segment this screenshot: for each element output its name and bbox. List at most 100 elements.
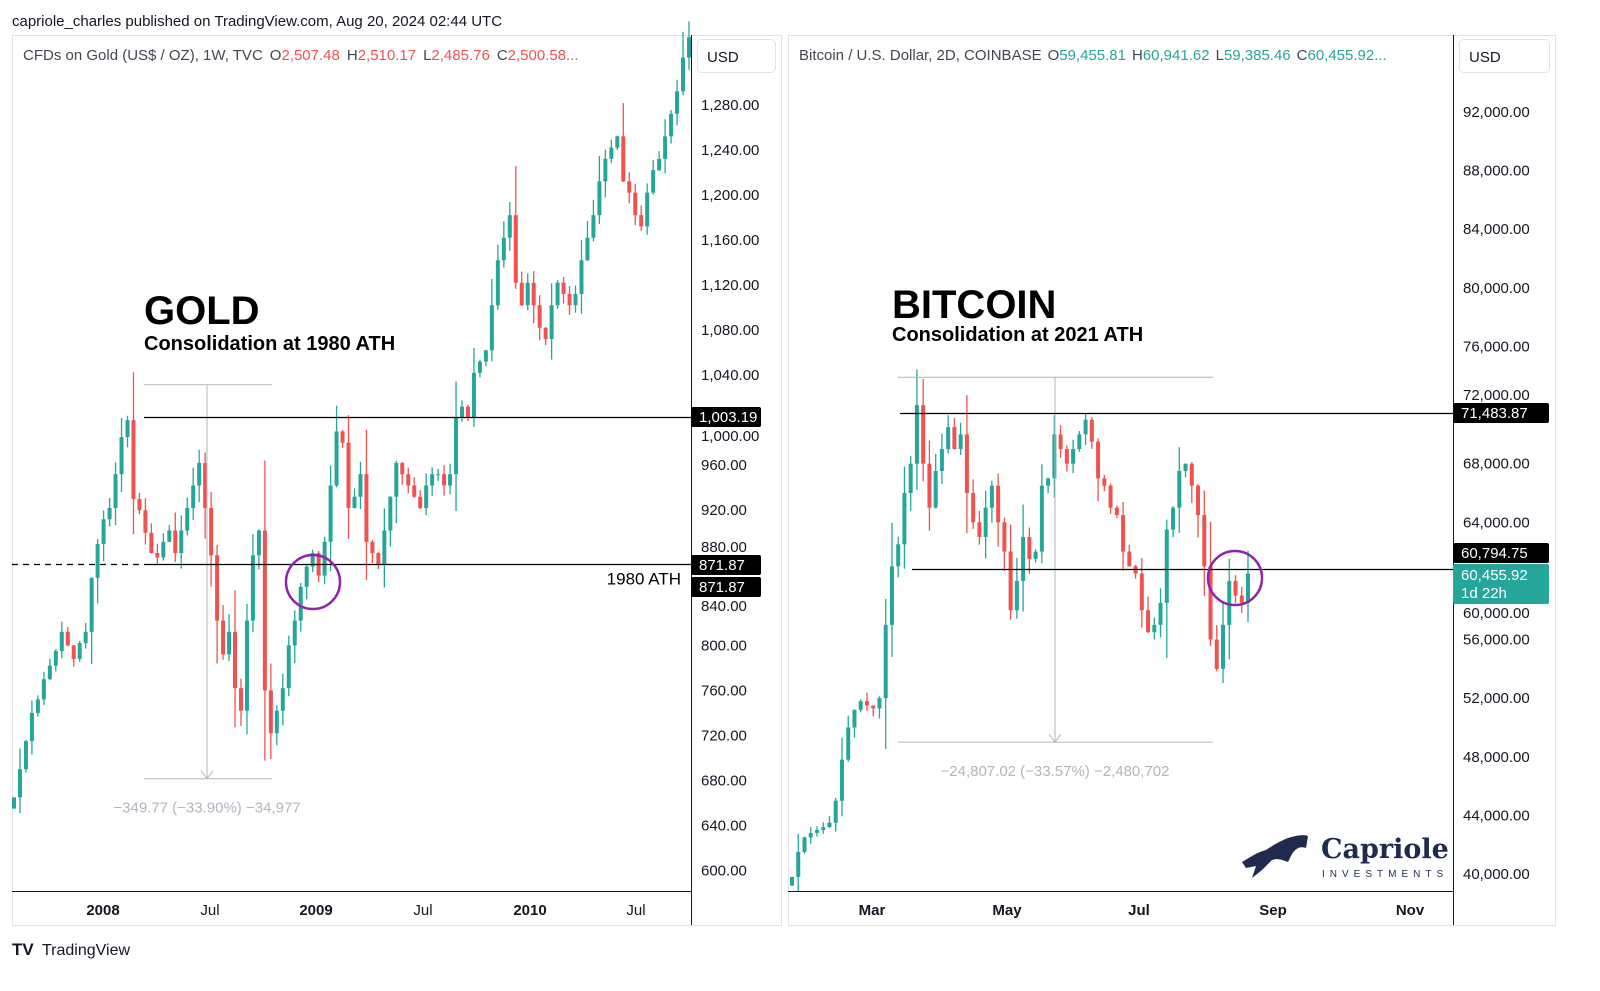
candle [412, 477, 417, 498]
svg-text:871.87: 871.87 [699, 579, 745, 596]
candle [555, 280, 560, 309]
candle [615, 135, 620, 150]
candle [1227, 558, 1232, 660]
svg-text:TradingView: TradingView [42, 942, 130, 959]
gold-subtitle: Consolidation at 1980 ATH [144, 333, 395, 355]
gold-price-axis[interactable]: 600.00 640.00 680.00 720.00 760.00 800.00 840.… [701, 97, 759, 880]
price-tick-label: 1,080.00 [701, 322, 759, 339]
candle [621, 103, 626, 182]
candle [633, 183, 638, 226]
gold-time-axis[interactable]: 2008 Jul 2009 Jul 2010 Jul [86, 902, 645, 919]
gold-chart-panel[interactable]: 600.00 640.00 680.00 720.00 760.00 800.00 840.… [12, 21, 782, 926]
svg-text:60,455.92: 60,455.92 [1461, 567, 1528, 584]
candle [12, 797, 16, 809]
svg-text:71,483.87: 71,483.87 [1461, 405, 1528, 422]
candle [442, 465, 447, 496]
arrow-down-icon [1048, 733, 1062, 743]
svg-text:INVESTMENTS: INVESTMENTS [1322, 869, 1448, 880]
candle [591, 199, 596, 242]
candle [1246, 550, 1250, 622]
candle [1208, 521, 1213, 646]
price-tick-label: 1,040.00 [701, 367, 759, 384]
candle [221, 605, 226, 660]
candle [790, 876, 794, 886]
candle [346, 415, 351, 539]
candle [964, 395, 969, 534]
horizontal-line[interactable]: 871.87 871.87 1980 ATH [12, 555, 761, 597]
candle [209, 492, 214, 587]
candle [651, 159, 656, 195]
candle [274, 705, 279, 746]
tradingview-logo-icon: TV [12, 940, 34, 959]
candle [1021, 504, 1026, 612]
candle [203, 452, 208, 539]
candle [191, 467, 196, 520]
candle [971, 479, 976, 529]
bitcoin-currency-button[interactable]: USD [1459, 39, 1550, 73]
candle [939, 433, 944, 484]
price-tick-label: 84,000.00 [1463, 221, 1530, 238]
candle [35, 695, 40, 717]
candle [149, 523, 154, 554]
horizontal-line[interactable]: 60,794.75 [912, 543, 1549, 571]
price-tick-label: 92,000.00 [1463, 104, 1530, 121]
measure-tool[interactable]: −24,807.02 (−33.57%) −2,480,702 [898, 376, 1213, 780]
candle [483, 349, 488, 367]
candle [23, 739, 28, 773]
candle [996, 473, 1001, 547]
candle [877, 696, 882, 719]
candle [376, 552, 381, 569]
candle [645, 183, 650, 235]
candle [364, 429, 369, 580]
price-tick-label: 68,000.00 [1463, 456, 1530, 473]
candle [471, 347, 476, 428]
price-tick-label: 720.00 [701, 727, 747, 744]
candle [839, 737, 844, 817]
candle [388, 496, 393, 547]
candle [1033, 549, 1038, 563]
time-tick-label: Jul [413, 902, 432, 919]
candle [107, 497, 112, 527]
bitcoin-chart-panel[interactable]: 40,000.00 44,000.00 48,000.00 52,000.00 56,0… [788, 35, 1556, 926]
candle [1083, 413, 1088, 445]
candle [1108, 483, 1113, 515]
candle [821, 822, 826, 834]
bitcoin-symbol-legend[interactable]: Bitcoin / U.S. Dollar, 2D, COINBASE O59,4… [799, 47, 1387, 64]
candle [833, 797, 838, 832]
candle [53, 649, 58, 672]
candle [585, 220, 590, 262]
gold-title: GOLD [144, 289, 260, 333]
price-tick-label: 680.00 [701, 773, 747, 790]
candle [933, 453, 938, 509]
candle [1239, 586, 1244, 613]
tradingview-logo[interactable]: TV TradingView [12, 940, 130, 959]
bitcoin-time-axis[interactable]: Mar May Jul Sep Nov [859, 902, 1425, 919]
candle [197, 449, 202, 503]
highlight-circle [1206, 549, 1264, 607]
candle [436, 468, 441, 481]
candle [921, 379, 926, 482]
gold-currency-button[interactable]: USD [697, 39, 776, 73]
horizontal-line[interactable]: 1,003.19 [144, 407, 761, 427]
candle [71, 645, 76, 667]
candle [143, 498, 148, 545]
candle [627, 172, 632, 204]
published-caption: capriole_charles published on TradingVie… [12, 13, 502, 30]
candle [77, 640, 82, 662]
measure-tool[interactable]: −349.77 (−33.90%) −34,977 [113, 384, 301, 817]
gold-symbol-legend[interactable]: CFDs on Gold (US$ / OZ), 1W, TVC O2,507.4… [23, 47, 579, 64]
candle [561, 277, 566, 304]
candle [286, 635, 291, 697]
time-tick-label: Mar [859, 902, 886, 919]
candle [1008, 524, 1013, 620]
bitcoin-price-axis[interactable]: 40,000.00 44,000.00 48,000.00 52,000.00 56,0… [1463, 104, 1530, 883]
price-tick-label: 1,120.00 [701, 277, 759, 294]
candle [858, 699, 863, 713]
candle [89, 577, 94, 664]
bitcoin-subtitle: Consolidation at 2021 ATH [892, 324, 1143, 346]
candle [1221, 601, 1226, 684]
candle [185, 497, 190, 536]
horizontal-line[interactable]: 71,483.87 [900, 403, 1549, 423]
